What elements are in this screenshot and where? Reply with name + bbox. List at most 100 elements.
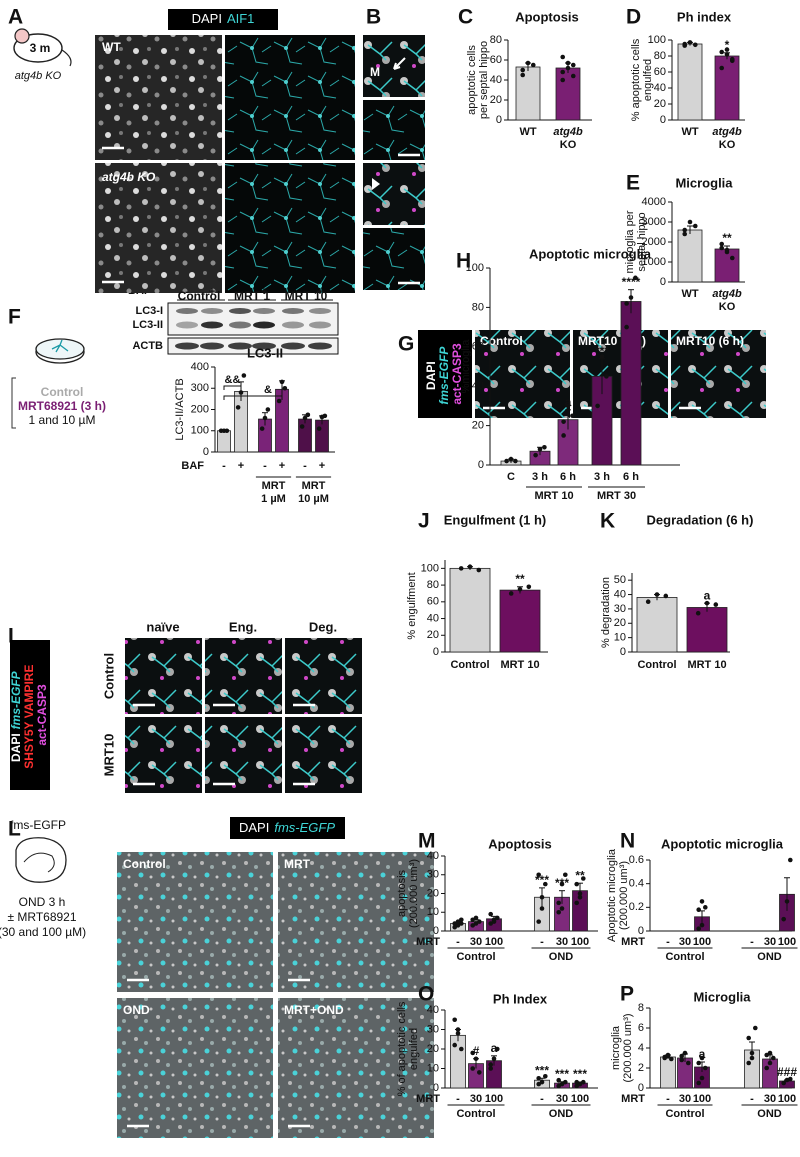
bar (714, 248, 740, 283)
significance: a (704, 588, 711, 602)
dish-lid (35, 338, 85, 360)
y-tick-label: 20 (654, 98, 666, 110)
data-point (282, 385, 288, 391)
data-point (595, 403, 600, 409)
y-tick-label: 80 (472, 301, 484, 313)
panel-letter: C (458, 6, 473, 29)
row-label: Control (101, 653, 116, 699)
data-point (703, 905, 708, 910)
y-tick-label: 80 (427, 579, 439, 591)
legend-bracket (11, 377, 16, 429)
y-tick-label: 0 (660, 114, 666, 126)
x-tick-label: 30 (470, 1093, 482, 1105)
y-tick-label: 0 (478, 459, 484, 471)
data-point (470, 1050, 476, 1056)
image-label: MRT (284, 857, 311, 871)
band (228, 342, 252, 350)
x-tick-label: - (456, 1093, 460, 1105)
data-point (645, 599, 651, 605)
data-point (577, 894, 583, 900)
data-point (467, 564, 473, 569)
x-tick-label: - (540, 1093, 544, 1105)
data-point (543, 881, 548, 887)
data-point (574, 1079, 579, 1085)
group-label-line: 1 µM (261, 493, 286, 505)
data-point (788, 1076, 793, 1082)
y-axis-label: LC3-II/ACTB (174, 378, 186, 440)
data-point (719, 245, 725, 251)
y-axis-label-line: LC3-II/ACTB (174, 378, 186, 440)
y-axis-label-line: % apoptotic cells (630, 38, 642, 121)
significance: * (725, 38, 730, 52)
treatment: (30 and 100 µM) (0, 925, 86, 939)
y-tick-label: 0 (660, 276, 666, 288)
significance: *** (535, 1063, 549, 1077)
y-tick-label: 0 (433, 1082, 439, 1094)
data-point (491, 919, 497, 924)
y-axis-label: %microglia (460, 339, 472, 394)
data-point (746, 1060, 751, 1066)
data-point (536, 872, 541, 878)
bar (714, 55, 740, 121)
lane-treatment: - (185, 286, 189, 298)
data-point (682, 231, 688, 237)
y-tick-label: 0 (638, 925, 644, 937)
y-axis-label: % degradation (600, 577, 612, 648)
data-point (537, 446, 543, 452)
data-point (477, 919, 482, 924)
y-axis-label-line: engulfed (408, 1028, 420, 1070)
y-axis-label: % engulfment (406, 572, 418, 639)
panel-letter: F (8, 306, 21, 329)
x-tick-label: + (319, 460, 325, 472)
chart-title: Apoptotic microglia (661, 836, 784, 851)
data-point (520, 72, 526, 78)
bar (217, 430, 231, 453)
chart-title: Engulfment (1 h) (444, 512, 547, 527)
model: atg4b KO (15, 70, 62, 82)
data-point (560, 77, 566, 83)
data-point (495, 915, 500, 921)
bar (555, 67, 581, 121)
data-point (654, 592, 660, 597)
micrograph (475, 330, 570, 418)
data-point (513, 458, 518, 464)
x-tick-label: - (750, 1093, 754, 1105)
data-point (764, 1052, 769, 1058)
band (309, 308, 331, 314)
stain-box (230, 817, 345, 839)
bar (660, 1056, 676, 1089)
y-axis-label-line: per septal hippo (478, 41, 490, 119)
treatment: ± MRT68921 (7, 910, 76, 924)
micrograph (278, 852, 434, 992)
data-point (279, 379, 285, 385)
data-point (696, 1080, 701, 1086)
data-point (662, 1054, 667, 1060)
micrograph (125, 717, 202, 793)
significance: ** (722, 231, 732, 245)
bracket-label: && (225, 374, 241, 386)
data-point (781, 1080, 786, 1086)
column-header: naïve (146, 619, 179, 634)
y-tick-label: 100 (466, 262, 484, 274)
group-label: MRT 10 µM (298, 480, 329, 505)
bar (677, 43, 703, 121)
data-point (719, 241, 725, 247)
data-point (556, 900, 561, 906)
data-point (530, 62, 536, 68)
band (176, 308, 198, 314)
y-tick-label: 3000 (642, 216, 666, 228)
data-point (559, 881, 565, 887)
y-axis-label-line: % of apoptotic cells (396, 1001, 408, 1096)
y-tick-label: 400 (191, 361, 209, 373)
data-point (542, 444, 547, 450)
data-point (692, 42, 698, 48)
data-point (753, 1025, 758, 1031)
data-point (525, 60, 531, 66)
panel-letter: K (600, 510, 615, 533)
data-point (788, 857, 793, 863)
data-point (604, 374, 609, 379)
x-tick-label: 30 (679, 1093, 691, 1105)
x-tick-label: - (456, 936, 460, 948)
model: fms-EGFP (10, 818, 66, 832)
chart-title: Microglia (675, 175, 733, 190)
